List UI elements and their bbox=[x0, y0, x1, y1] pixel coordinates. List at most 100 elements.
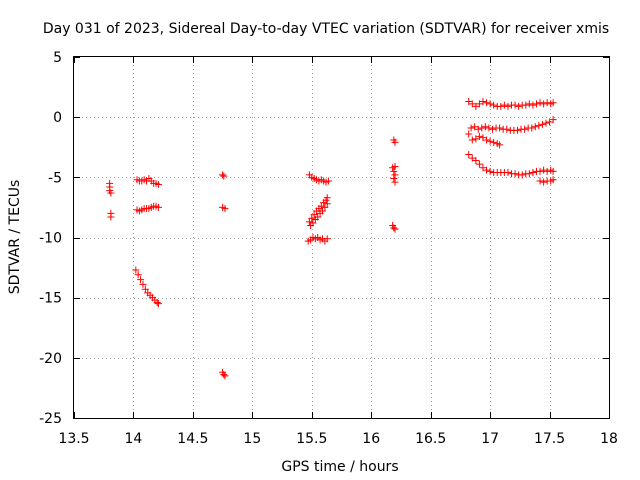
data-point bbox=[490, 138, 498, 146]
data-point bbox=[132, 266, 140, 274]
data-point bbox=[532, 100, 540, 108]
data-point bbox=[465, 130, 473, 138]
data-point bbox=[391, 178, 399, 186]
data-point bbox=[465, 98, 473, 106]
data-point bbox=[468, 136, 476, 144]
x-tick-label: 15 bbox=[243, 431, 261, 447]
data-point bbox=[317, 202, 325, 210]
data-point bbox=[220, 371, 228, 379]
data-point bbox=[483, 166, 491, 174]
data-point bbox=[543, 167, 551, 175]
data-point bbox=[472, 135, 480, 143]
data-point bbox=[529, 101, 537, 109]
y-tick-label: -20 bbox=[39, 351, 62, 367]
data-point bbox=[390, 224, 398, 232]
data-point bbox=[309, 219, 317, 227]
data-point bbox=[139, 280, 147, 288]
data-point bbox=[483, 99, 491, 107]
data-point bbox=[472, 156, 480, 164]
data-point bbox=[546, 118, 554, 126]
data-point bbox=[479, 134, 487, 142]
data-point bbox=[323, 194, 331, 202]
data-point bbox=[154, 181, 162, 189]
y-tick-label: -15 bbox=[39, 291, 62, 307]
y-tick-labels: 5 0 -5 -10 -15 -20 -25 bbox=[39, 50, 62, 427]
data-point bbox=[496, 124, 504, 132]
data-point bbox=[529, 169, 537, 177]
data-point bbox=[540, 166, 548, 174]
data-point bbox=[154, 300, 162, 308]
data-point bbox=[475, 132, 483, 140]
data-point bbox=[475, 160, 483, 168]
data-point bbox=[500, 101, 508, 109]
data-point bbox=[323, 235, 331, 243]
data-point bbox=[391, 163, 399, 171]
data-point bbox=[483, 136, 491, 144]
data-point bbox=[540, 100, 548, 108]
data-point bbox=[134, 271, 142, 279]
data-point bbox=[538, 120, 546, 128]
data-point bbox=[504, 169, 512, 177]
x-tick-label: 16.5 bbox=[415, 431, 446, 447]
data-point bbox=[536, 177, 544, 185]
data-point bbox=[543, 99, 551, 107]
data-point bbox=[391, 225, 399, 233]
data-point bbox=[513, 126, 521, 134]
data-point bbox=[479, 164, 487, 172]
data-point bbox=[479, 98, 487, 106]
chart-title: Day 031 of 2023, Sidereal Day-to-day VTE… bbox=[43, 21, 609, 37]
data-point bbox=[468, 154, 476, 162]
data-point bbox=[549, 167, 557, 175]
data-point bbox=[481, 123, 489, 131]
data-point bbox=[390, 167, 398, 175]
x-tick-label: 14.5 bbox=[177, 431, 208, 447]
data-point bbox=[535, 122, 543, 130]
data-point bbox=[220, 172, 228, 180]
data-point bbox=[497, 102, 505, 110]
data-point bbox=[478, 124, 486, 132]
data-point bbox=[549, 99, 557, 107]
y-axis-label: SDTVAR / TECUs bbox=[7, 180, 23, 295]
x-tick-label: 17.5 bbox=[534, 431, 565, 447]
data-point bbox=[221, 205, 229, 213]
x-tick-label: 14 bbox=[125, 431, 143, 447]
data-point bbox=[485, 124, 493, 132]
data-point bbox=[518, 171, 526, 179]
data-point bbox=[486, 167, 494, 175]
data-point bbox=[324, 177, 332, 185]
data-point bbox=[528, 124, 536, 132]
data-point bbox=[536, 167, 544, 175]
y-tick-label: -10 bbox=[39, 231, 62, 247]
data-point bbox=[475, 100, 483, 108]
data-point bbox=[521, 125, 529, 133]
data-point bbox=[323, 200, 331, 208]
data-point bbox=[305, 218, 313, 226]
data-point bbox=[511, 101, 519, 109]
y-tick-label: 5 bbox=[53, 50, 62, 66]
data-point bbox=[153, 298, 161, 306]
data-point bbox=[503, 125, 511, 133]
x-tick-label: 13.5 bbox=[58, 431, 89, 447]
data-point bbox=[490, 101, 498, 109]
data-point bbox=[540, 178, 548, 186]
data-point bbox=[471, 123, 479, 131]
data-point bbox=[154, 203, 162, 211]
y-tick-label: -5 bbox=[48, 170, 62, 186]
x-tick-labels: 13.5 14 14.5 15 15.5 16 16.5 17 17.5 18 bbox=[58, 431, 618, 447]
data-point bbox=[488, 125, 496, 133]
data-point bbox=[308, 214, 316, 222]
x-axis-label: GPS time / hours bbox=[281, 459, 398, 475]
y-tick-label: 0 bbox=[53, 110, 62, 126]
data-point bbox=[318, 207, 326, 215]
data-point bbox=[549, 176, 557, 184]
x-tick-label: 15.5 bbox=[296, 431, 327, 447]
data-point bbox=[472, 102, 480, 110]
axis-ticks bbox=[74, 57, 610, 419]
data-point bbox=[465, 150, 473, 158]
data-point bbox=[511, 170, 519, 178]
x-tick-label: 16 bbox=[362, 431, 380, 447]
data-point bbox=[107, 213, 115, 221]
data-point bbox=[542, 119, 550, 127]
data-point bbox=[390, 175, 398, 183]
